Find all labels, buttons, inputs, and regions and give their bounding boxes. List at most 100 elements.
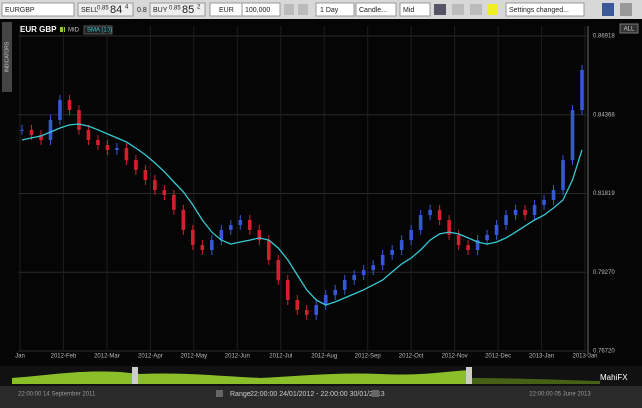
- candle: [200, 245, 205, 250]
- candle: [219, 229, 224, 241]
- symbol-box[interactable]: [1, 2, 75, 17]
- candle: [143, 169, 148, 180]
- candle: [58, 99, 62, 120]
- icon[interactable]: [434, 4, 446, 15]
- y-tick-label: 0.84368: [593, 112, 615, 118]
- nav-arrow[interactable]: [216, 390, 223, 397]
- icon[interactable]: [488, 4, 498, 15]
- candle: [77, 110, 81, 130]
- candle: [115, 148, 119, 150]
- x-tick-label: 2012-Mar: [94, 354, 120, 360]
- style-box[interactable]: [355, 2, 397, 17]
- candle: [361, 270, 366, 276]
- candle: [266, 240, 271, 260]
- candle: [409, 229, 413, 241]
- price-box[interactable]: [399, 2, 431, 17]
- range-label: Range: [230, 391, 251, 398]
- buy-big: 85: [182, 4, 194, 16]
- candle: [580, 69, 584, 111]
- candle: [304, 309, 309, 315]
- nav-start: 22:00:00 14 September 2011: [18, 392, 96, 398]
- facebook[interactable]: [602, 3, 614, 16]
- period-box[interactable]: [315, 2, 355, 17]
- candle: [390, 249, 394, 255]
- candle: [437, 209, 442, 221]
- y-tick-label: 0.79270: [593, 270, 615, 276]
- x-tick-label: 2012-Feb: [51, 354, 77, 360]
- icon[interactable]: [470, 4, 482, 15]
- x-tick-label: 2012-Apr: [138, 354, 163, 360]
- indicator: SMA (10): [87, 28, 112, 34]
- settings: Settings changed...: [509, 7, 569, 14]
- x-tick-label: 2012-Dec: [485, 354, 511, 360]
- x-tick-label: 2012-Nov: [442, 354, 468, 360]
- range: 22:00:00 24/01/2012 - 22:00:00 30/01/201…: [250, 391, 385, 398]
- sell-label: SELL: [81, 7, 98, 14]
- buy-sup: 2: [197, 5, 201, 11]
- sell-button[interactable]: [77, 2, 134, 17]
- price-type: Mid: [403, 7, 414, 14]
- candle: [428, 209, 432, 216]
- candle: [181, 209, 186, 230]
- badge-icon: [60, 27, 65, 32]
- candle: [551, 190, 556, 200]
- candle: [447, 220, 451, 235]
- candle: [532, 204, 537, 216]
- currency: EUR: [219, 7, 234, 14]
- candle: [67, 99, 72, 111]
- candle: [570, 110, 575, 161]
- nav-end: 22:00:00 05 June 2013: [529, 392, 591, 398]
- candle: [210, 240, 214, 250]
- candle: [191, 229, 195, 246]
- period: 1 Day: [320, 7, 339, 14]
- candle: [285, 279, 290, 301]
- icon[interactable]: [298, 4, 308, 15]
- side-tab[interactable]: [2, 22, 12, 92]
- candle: [96, 140, 100, 145]
- candle: [513, 209, 518, 216]
- icon[interactable]: [620, 3, 632, 16]
- candle: [418, 215, 423, 230]
- candle: [352, 275, 357, 280]
- candle: [124, 148, 129, 161]
- range-handle[interactable]: [132, 367, 138, 384]
- range-handle[interactable]: [466, 367, 472, 384]
- candle: [542, 199, 546, 205]
- all-button[interactable]: [619, 23, 639, 34]
- nav-arrow[interactable]: [372, 390, 379, 397]
- x-tick-label: 2012-Sep: [355, 354, 382, 360]
- side-tab-label: INDICATORS: [4, 41, 10, 72]
- chart-style: Candle...: [359, 7, 387, 14]
- buy-button[interactable]: [149, 2, 206, 17]
- x-tick-label: 2012-Aug: [311, 354, 337, 360]
- symbol: EURGBP: [5, 7, 35, 14]
- candle: [494, 224, 499, 235]
- candle: [48, 119, 53, 141]
- candle: [323, 295, 328, 305]
- x-tick-label: Jan: [15, 354, 25, 360]
- candle: [466, 245, 470, 250]
- icon[interactable]: [284, 4, 294, 15]
- candle: [238, 220, 243, 225]
- spread: 0.8: [137, 7, 147, 14]
- candle: [504, 215, 508, 225]
- candle: [342, 279, 347, 290]
- candle: [247, 220, 252, 230]
- x-tick-label: 2012-Jul: [269, 354, 292, 360]
- candle: [229, 224, 233, 230]
- candle: [162, 190, 167, 196]
- x-tick-label: 2012-May: [181, 354, 208, 360]
- candle: [399, 240, 404, 250]
- candle: [20, 129, 24, 131]
- amount-box[interactable]: [241, 2, 281, 17]
- y-tick-label: 0.81819: [593, 191, 615, 197]
- candle: [333, 289, 338, 296]
- icon[interactable]: [452, 4, 464, 15]
- sell-small: 0.85: [97, 6, 109, 12]
- x-tick-label: 2013-Jan: [572, 354, 597, 360]
- settings-box[interactable]: [505, 2, 585, 17]
- indicator-badge[interactable]: [83, 25, 113, 35]
- y-tick-label: 0.76720: [593, 349, 615, 355]
